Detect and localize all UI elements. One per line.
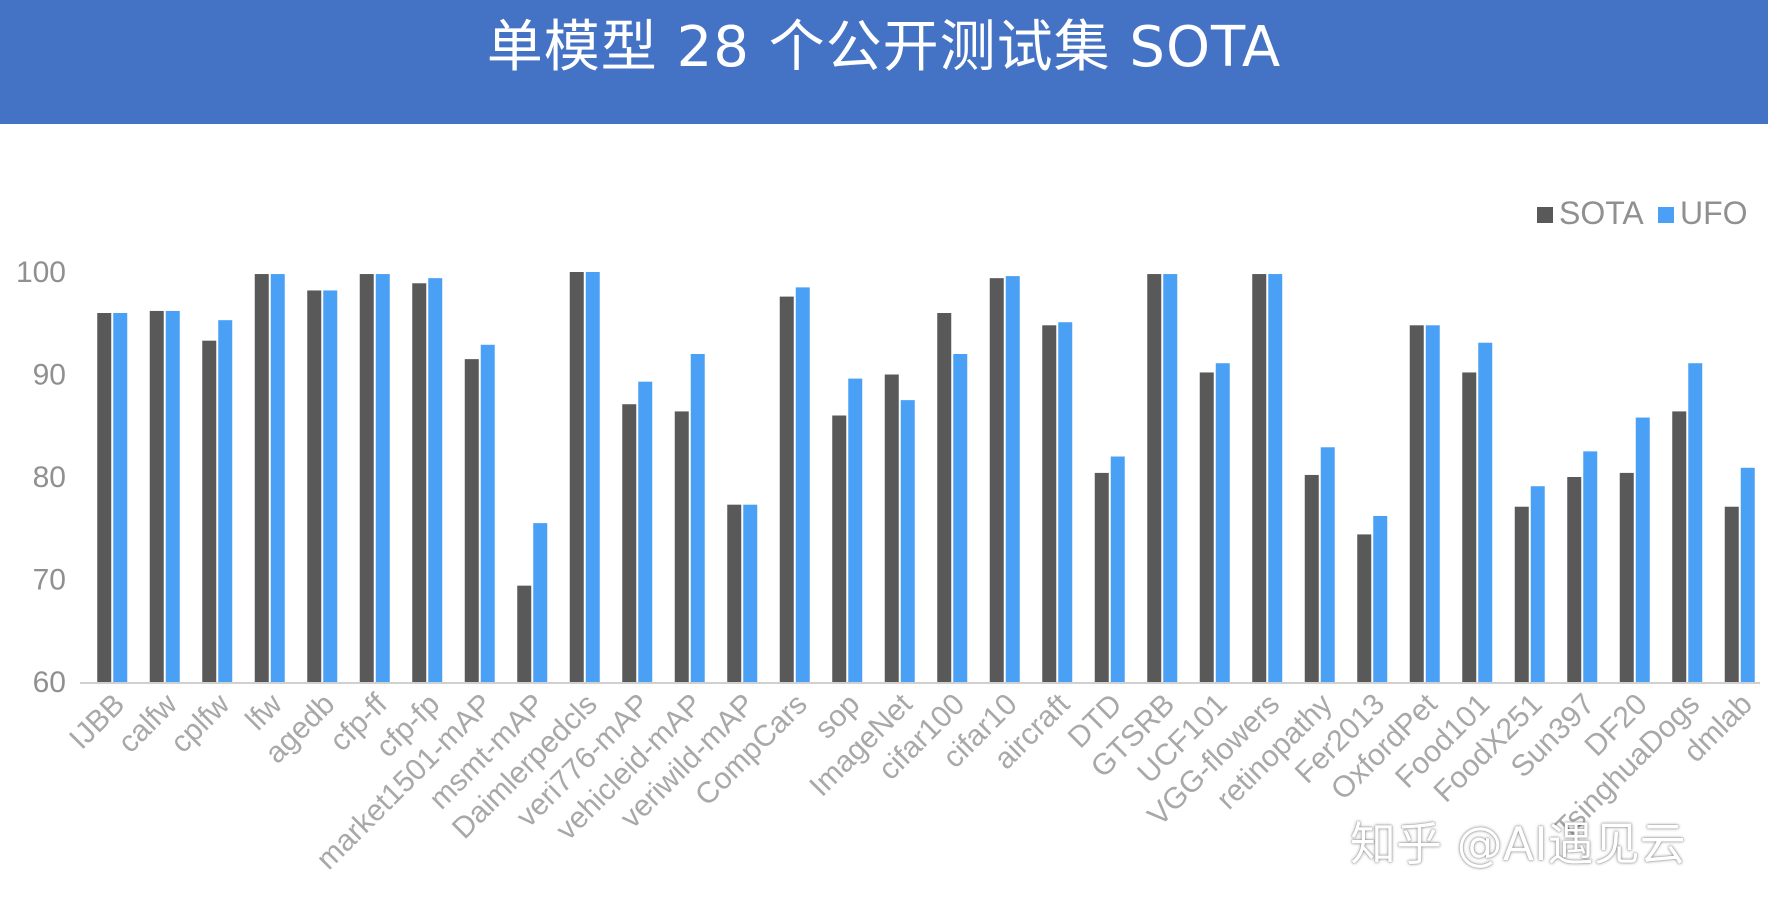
bar-sota [1199, 372, 1214, 682]
bar-sota [674, 411, 689, 682]
bar-sota [1462, 372, 1477, 682]
bar-sota [1147, 274, 1162, 682]
bar-sota [412, 283, 427, 682]
bar-ufo [113, 313, 128, 682]
bar-sota [97, 313, 112, 682]
bar-ufo [743, 504, 758, 682]
bar-ufo [375, 274, 390, 682]
bar-sota [1304, 474, 1319, 682]
bar-ufo [1268, 274, 1283, 682]
bar-sota [1619, 472, 1634, 682]
legend-swatch-sota [1537, 207, 1553, 223]
bar-ufo [270, 274, 285, 682]
bar-sota [884, 374, 899, 682]
bar-ufo [1110, 456, 1125, 682]
bar-sota [832, 415, 847, 682]
x-tick-label: calfw [112, 687, 184, 759]
bar-sota [779, 296, 794, 682]
y-tick-label: 60 [33, 666, 66, 699]
bar-ufo [218, 320, 233, 682]
y-tick-label: 90 [33, 359, 66, 392]
watermark: 知乎 @AI遇见云 [1350, 817, 1686, 871]
bar-ufo [1058, 322, 1073, 682]
header-banner: 单模型 28 个公开测试集 SOTA [0, 0, 1768, 124]
bar-ufo [165, 310, 180, 682]
bar-sota [1094, 472, 1109, 682]
bar-ufo [1373, 515, 1388, 682]
bar-sota [254, 274, 269, 682]
bar-sota [569, 272, 584, 682]
bar-ufo [480, 344, 495, 682]
bar-sota [1672, 411, 1687, 682]
bar-sota [307, 290, 322, 682]
bar-ufo [638, 381, 653, 682]
bar-ufo [1688, 363, 1703, 682]
bar-ufo [1740, 467, 1755, 682]
bar-ufo [1425, 325, 1440, 682]
bar-sota [989, 278, 1004, 682]
bar-ufo [1215, 363, 1230, 682]
bar-ufo [1163, 274, 1178, 682]
bars [97, 272, 1755, 682]
bar-sota [1567, 477, 1582, 682]
bar-sota [1409, 325, 1424, 682]
bar-ufo [900, 400, 915, 682]
bar-ufo [1478, 342, 1493, 682]
bar-sota [464, 359, 479, 682]
bar-ufo [795, 287, 810, 682]
bar-sota [1357, 534, 1372, 682]
y-tick-label: 100 [16, 256, 66, 289]
bar-ufo [1635, 417, 1650, 682]
legend-swatch-ufo [1658, 207, 1674, 223]
bar-sota [517, 585, 532, 682]
page-title: 单模型 28 个公开测试集 SOTA [486, 15, 1282, 80]
bar-ufo [1583, 451, 1598, 682]
bar-ufo [848, 378, 863, 682]
legend: SOTA UFO [1537, 195, 1748, 231]
bar-sota [622, 404, 637, 682]
bar-sota [937, 313, 952, 682]
bar-ufo [585, 272, 600, 682]
bar-sota [1514, 506, 1529, 682]
legend-label-ufo: UFO [1680, 195, 1748, 231]
bar-ufo [953, 354, 968, 682]
bar-sota [727, 504, 742, 682]
bar-sota [359, 274, 374, 682]
bar-ufo [1530, 486, 1545, 682]
bar-ufo [533, 523, 548, 682]
bar-sota [1042, 325, 1057, 682]
bar-sota [1252, 274, 1267, 682]
legend-label-sota: SOTA [1559, 195, 1644, 231]
bar-sota [149, 310, 164, 682]
bar-sota [1724, 506, 1739, 682]
bar-sota [202, 340, 217, 682]
bar-ufo [428, 278, 443, 682]
bar-ufo [690, 354, 705, 682]
bar-ufo [323, 290, 338, 682]
bar-ufo [1320, 447, 1335, 682]
x-tick-label: cplfw [165, 687, 237, 759]
y-axis: 60 70 80 90 100 [16, 256, 66, 699]
bar-ufo [1005, 276, 1020, 682]
y-tick-label: 70 [33, 564, 66, 597]
y-tick-label: 80 [33, 461, 66, 494]
